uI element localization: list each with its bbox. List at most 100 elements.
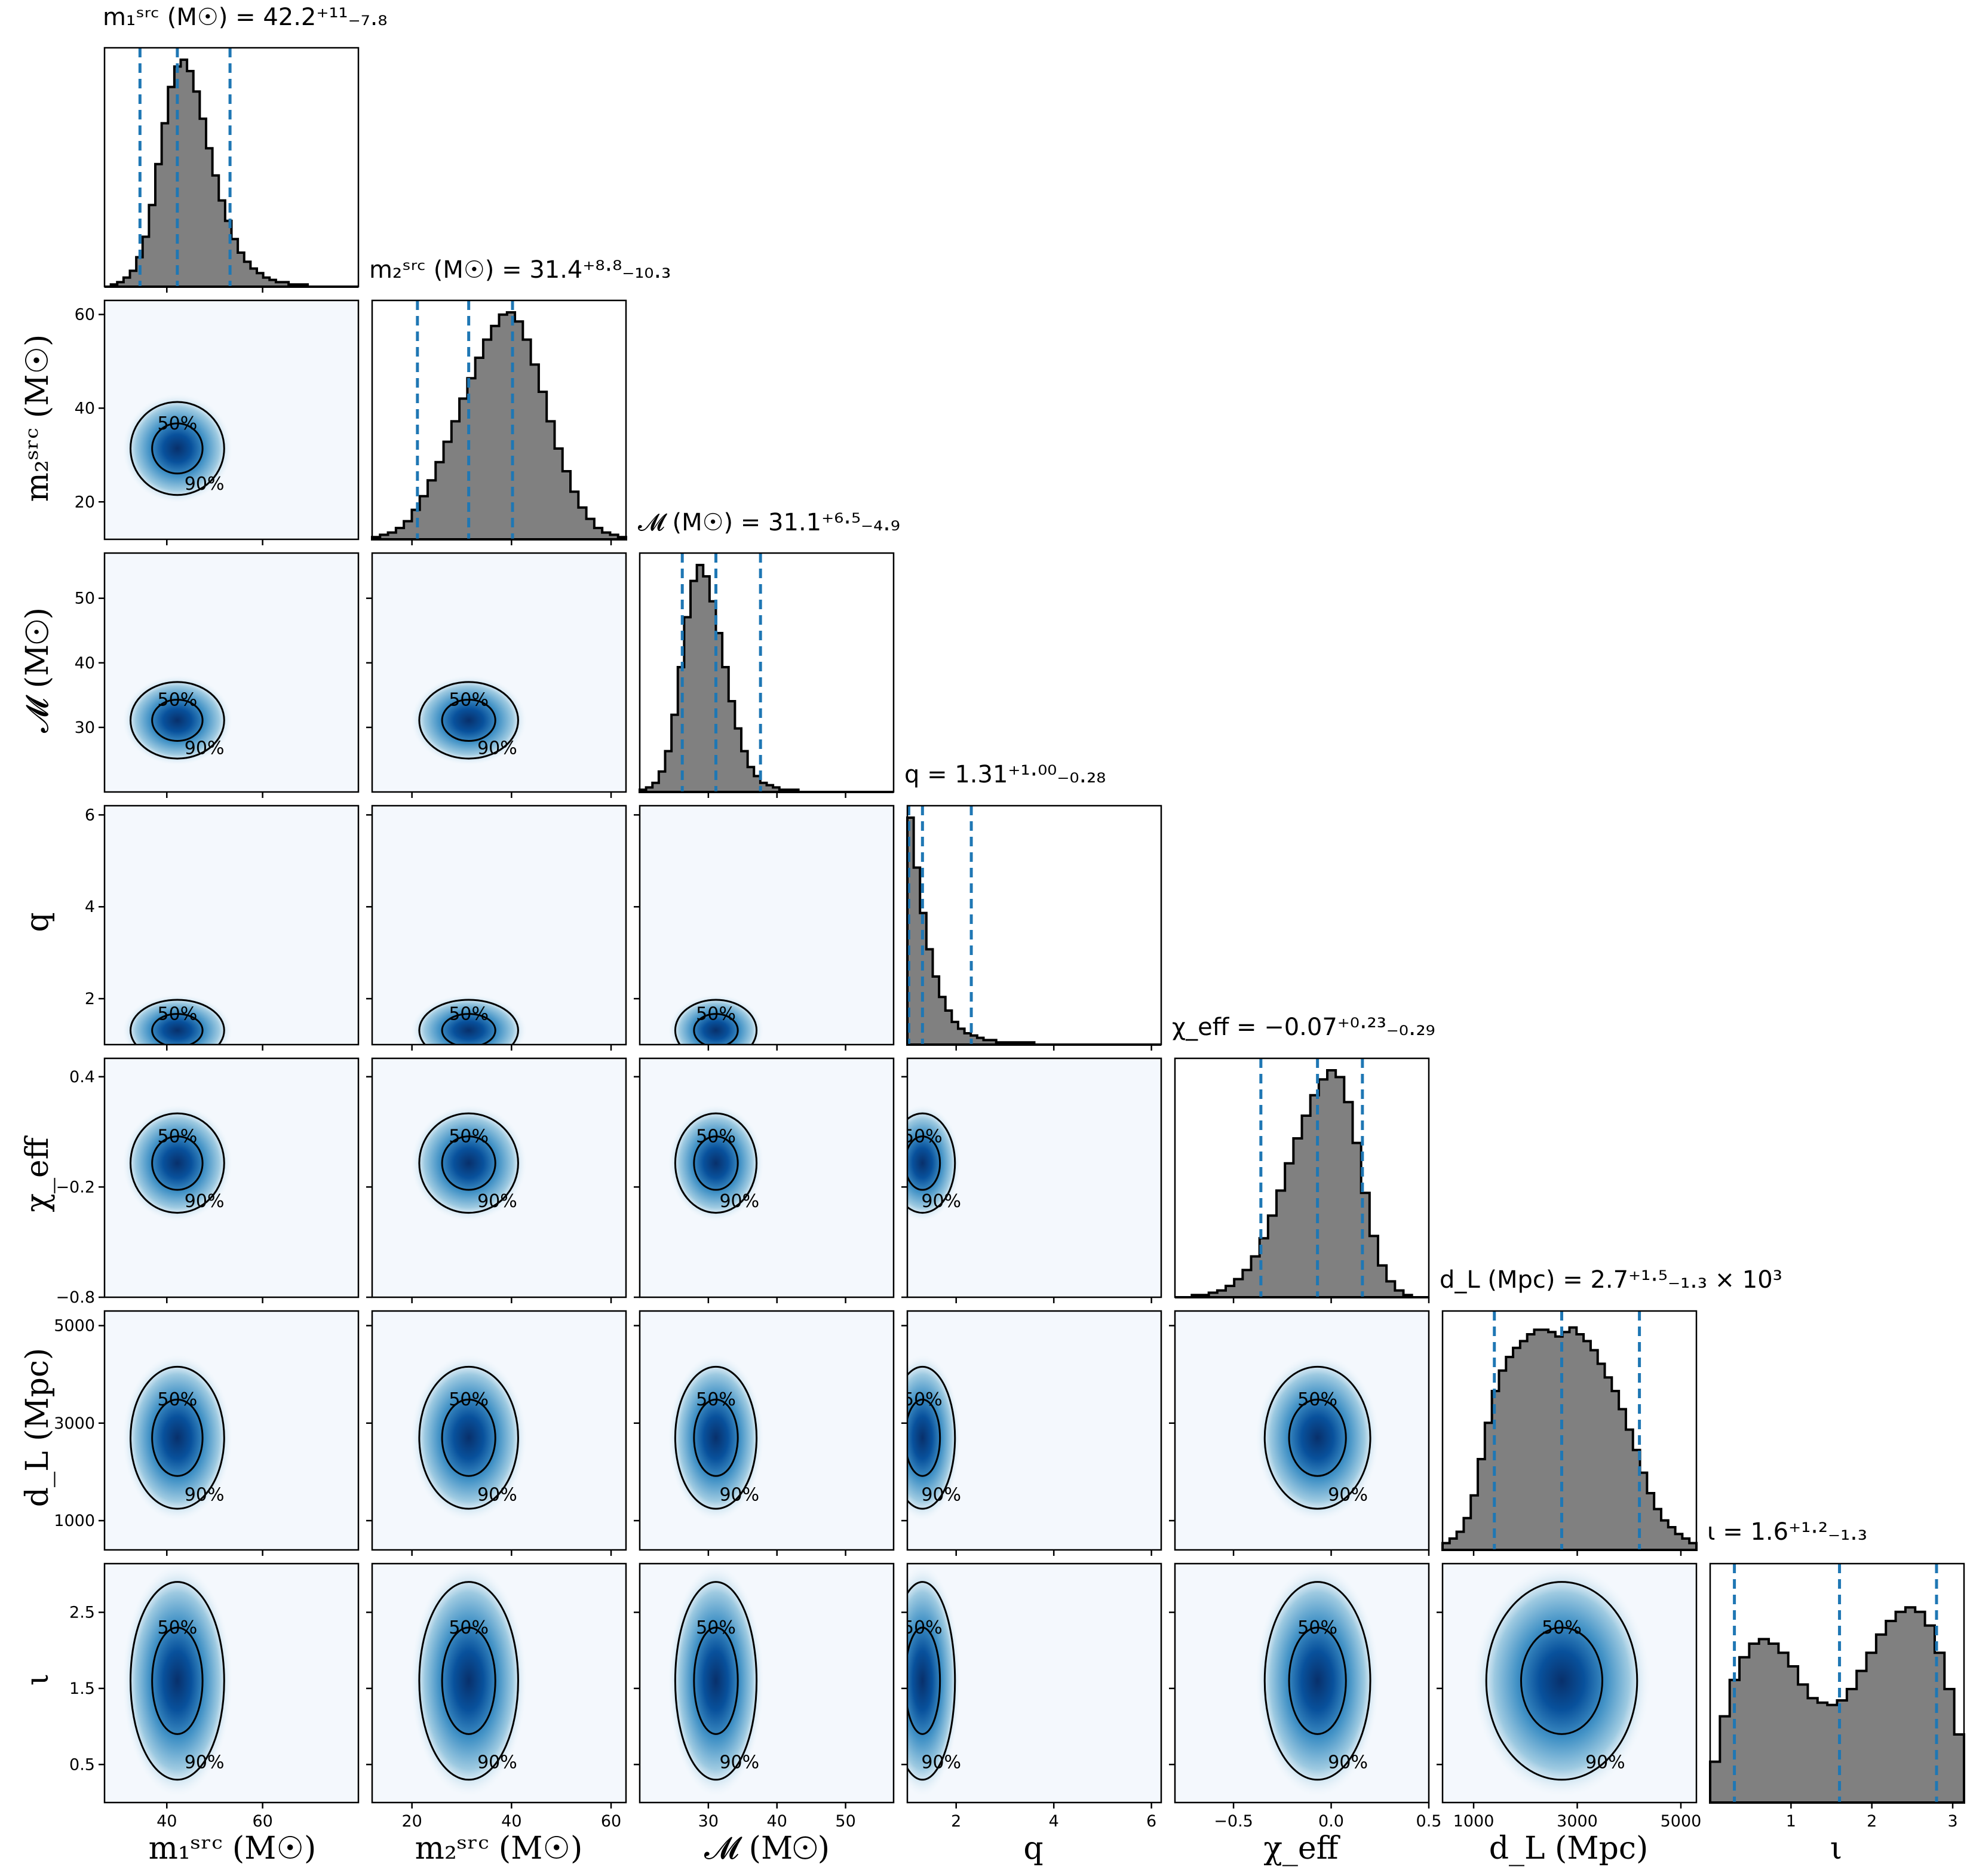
density-blob — [1254, 1564, 1381, 1799]
contour-90 — [1485, 1581, 1638, 1781]
density-group: 50% 90% — [410, 1564, 528, 1799]
density-blob — [121, 392, 234, 504]
panel-chi-iota: 50% 90% −0.5 0.0 0.5 — [1169, 1562, 1441, 1831]
contour-label-90: 90% — [185, 1041, 225, 1062]
contour-50 — [907, 1135, 941, 1191]
density-group: 50% 90% — [121, 674, 234, 766]
ylabel-m2: m₂ˢʳᶜ (M☉) — [20, 334, 56, 502]
density-blob — [667, 1564, 765, 1799]
contour-label-50: 50% — [449, 689, 489, 710]
density-group: 50% 90% — [667, 1353, 765, 1522]
panel-frame — [371, 1310, 627, 1551]
contour-label-90: 90% — [1328, 1752, 1368, 1773]
panel-frame — [1441, 1310, 1698, 1551]
panel-frame — [103, 1310, 360, 1551]
histogram-mc — [639, 564, 894, 793]
y-tick-label: 4 — [85, 898, 95, 916]
contour-label-90: 90% — [185, 474, 225, 495]
contour-label-90: 90% — [719, 1752, 759, 1773]
contour-label-90: 90% — [921, 1484, 961, 1505]
y-tick-label: 3000 — [54, 1414, 95, 1433]
diag-titles: m₁ˢʳᶜ (M☉) = 42.2⁺¹¹₋₇.₈ m₂ˢʳᶜ (M☉) = 31… — [103, 4, 1867, 1546]
contour-label-90: 90% — [185, 1752, 225, 1773]
contour-label-50: 50% — [158, 1004, 198, 1025]
density-group: 50% 90% — [667, 1104, 765, 1223]
title-chi: χ_eff = −0.07⁺⁰·²³₋₀.₂₉ — [1172, 1014, 1435, 1041]
histogram-dl — [1441, 1326, 1698, 1551]
x-tick-label: 5000 — [1661, 1812, 1702, 1831]
panel-mc-q: 50% 90% — [634, 805, 895, 1051]
contour-label-50: 50% — [158, 1389, 198, 1410]
y-tick-label: 2 — [85, 990, 95, 1008]
contour-label-90: 90% — [1328, 1484, 1368, 1505]
panel-frame — [103, 299, 360, 541]
panel-frame — [103, 1562, 360, 1804]
panel-frame — [639, 1057, 895, 1298]
contour-90 — [674, 1112, 758, 1214]
x-axis-labels: m₁ˢʳᶜ (M☉) m₂ˢʳᶜ (M☉) 𝓜 (M☉) q χ_eff d_L… — [149, 1831, 1843, 1866]
contour-label-90: 90% — [477, 1484, 517, 1505]
contour-90 — [907, 1365, 956, 1510]
contour-label-50: 50% — [158, 689, 198, 710]
y-tick-label: 50 — [75, 589, 95, 608]
panel-dl-iota: 50% 90% 1000 3000 5000 — [1437, 1562, 1702, 1831]
ylabel-chi: χ_eff — [20, 1135, 56, 1212]
contour-50 — [907, 1626, 941, 1735]
density-group: 50% 90% — [667, 1564, 765, 1799]
contour-50 — [441, 1398, 496, 1477]
y-tick-label: 1.5 — [69, 1680, 95, 1698]
contour-label-50: 50% — [158, 413, 198, 434]
panel-frame — [103, 552, 360, 793]
panel-frame — [103, 1057, 360, 1298]
title-dl: d_L (Mpc) = 2.7⁺¹·⁵₋₁.₃ × 10³ — [1440, 1266, 1782, 1294]
xlabel-chi: χ_eff — [1263, 1831, 1340, 1866]
density-group: 50% 90% — [1254, 1564, 1381, 1799]
title-iota: ι = 1.6⁺¹·²₋₁.₃ — [1707, 1518, 1867, 1546]
density-group: 50% 90% — [121, 1104, 234, 1223]
contour-50 — [907, 1398, 941, 1477]
panel-frame — [1174, 1310, 1430, 1551]
x-tick-label: 1000 — [1453, 1812, 1495, 1831]
title-mc: 𝓜 (M☉) = 31.1⁺⁶·⁵₋₄.₉ — [638, 509, 900, 536]
panel-frame — [371, 299, 627, 541]
panel-iota-iota: 1 2 3 — [1709, 1562, 1965, 1831]
xlabel-m2: m₂ˢʳᶜ (M☉) — [415, 1831, 583, 1866]
x-tick-label: 4 — [1049, 1812, 1059, 1831]
panel-mc-chi: 50% 90% — [634, 1057, 895, 1303]
contour-50 — [1288, 1398, 1347, 1477]
density-blob — [410, 1564, 528, 1799]
contour-label-90: 90% — [185, 1484, 225, 1505]
panel-chi-chi — [1174, 1057, 1430, 1303]
histogram-m2 — [371, 311, 627, 541]
panel-q-chi: 50% 90% — [901, 1057, 1162, 1303]
panel-mc-mc — [639, 552, 895, 798]
panel-frame — [906, 1310, 1162, 1551]
contour-label-50: 50% — [903, 1617, 943, 1638]
x-tick-label: 60 — [252, 1812, 272, 1831]
density-blob — [121, 1353, 234, 1522]
contour-label-90: 90% — [185, 1191, 225, 1212]
panel-q-dl: 50% 90% — [901, 1310, 1162, 1556]
contour-90 — [418, 681, 519, 760]
panel-q-iota: 50% 90% 2 4 6 — [901, 1562, 1162, 1831]
density-group: 50% 90% — [121, 994, 234, 1062]
contour-label-50: 50% — [1542, 1617, 1582, 1638]
panel-frame — [103, 805, 360, 1046]
panel-frame — [371, 1057, 627, 1298]
panel-frame — [906, 1562, 1162, 1804]
contour-label-50: 50% — [449, 1389, 489, 1410]
xlabel-m1: m₁ˢʳᶜ (M☉) — [149, 1831, 317, 1866]
density-blob — [667, 1104, 765, 1223]
x-tick-label: 2 — [951, 1812, 961, 1831]
panel-frame — [906, 1057, 1162, 1298]
contour-90 — [674, 1581, 758, 1781]
contour-label-90: 90% — [1585, 1752, 1625, 1773]
contour-90 — [418, 1581, 519, 1781]
contour-label-50: 50% — [696, 1617, 736, 1638]
density-bg — [105, 553, 358, 792]
y-tick-label: 30 — [75, 719, 95, 737]
contour-50 — [441, 1013, 496, 1045]
x-tick-label: 0.0 — [1318, 1812, 1344, 1831]
panel-m2-m2 — [371, 299, 627, 545]
